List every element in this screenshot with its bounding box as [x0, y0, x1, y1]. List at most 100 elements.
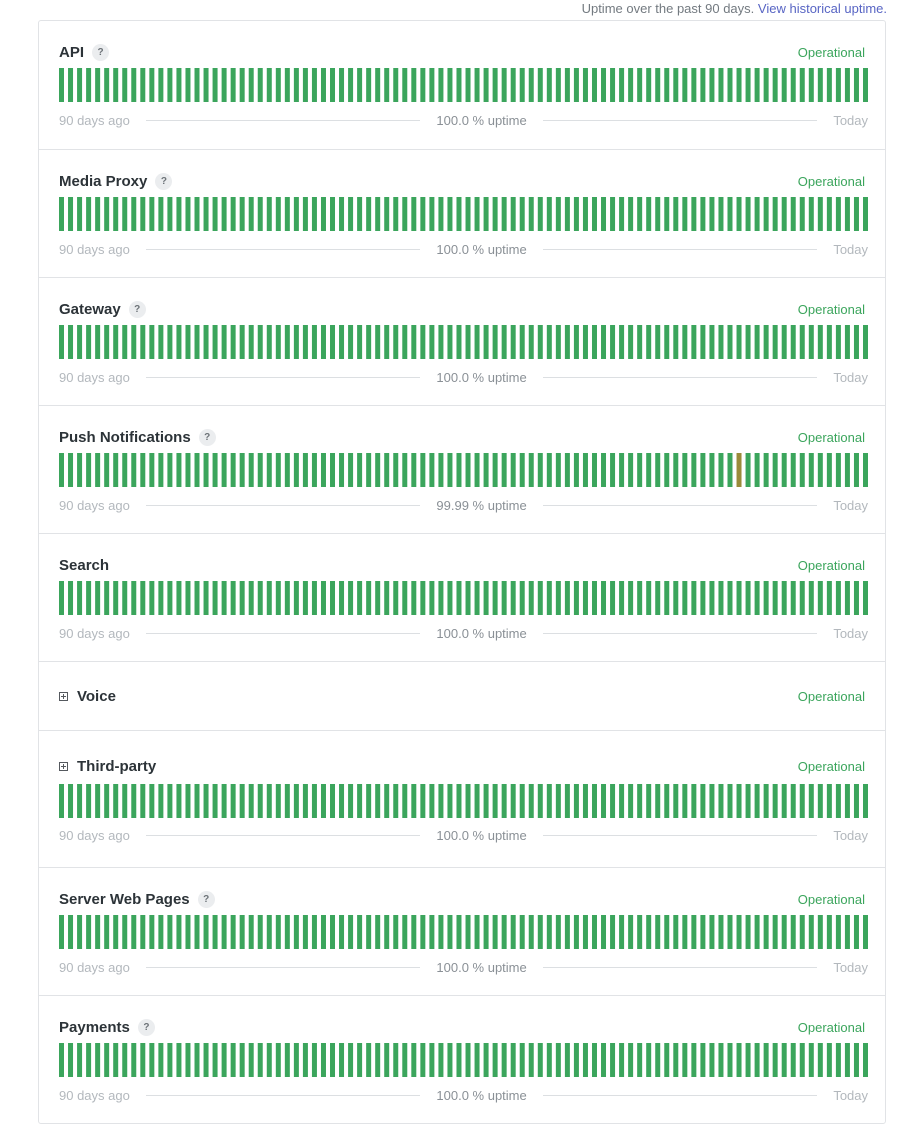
uptime-day-bar[interactable] — [176, 784, 182, 818]
uptime-day-bar[interactable] — [302, 197, 308, 231]
uptime-day-bar[interactable] — [853, 915, 859, 949]
uptime-day-bar[interactable] — [438, 784, 444, 818]
uptime-day-bar[interactable] — [456, 915, 462, 949]
uptime-day-bar[interactable] — [492, 915, 498, 949]
uptime-day-bar[interactable] — [59, 581, 64, 615]
uptime-day-bar[interactable] — [709, 68, 715, 102]
uptime-day-bar[interactable] — [510, 1043, 516, 1077]
uptime-day-bar[interactable] — [510, 784, 516, 818]
uptime-day-bar[interactable] — [320, 915, 326, 949]
uptime-day-bar[interactable] — [555, 68, 561, 102]
uptime-day-bar[interactable] — [691, 453, 697, 487]
uptime-day-bar[interactable] — [537, 915, 543, 949]
uptime-day-bar[interactable] — [221, 915, 227, 949]
uptime-day-bar[interactable] — [113, 581, 119, 615]
uptime-day-bar[interactable] — [564, 1043, 570, 1077]
uptime-day-bar[interactable] — [628, 915, 634, 949]
uptime-day-bar[interactable] — [248, 453, 254, 487]
uptime-day-bar[interactable] — [528, 325, 534, 359]
uptime-day-bar[interactable] — [411, 68, 417, 102]
uptime-day-bar[interactable] — [411, 325, 417, 359]
uptime-day-bar[interactable] — [420, 197, 426, 231]
uptime-day-bar[interactable] — [745, 784, 751, 818]
uptime-day-bar[interactable] — [673, 453, 679, 487]
uptime-day-bar[interactable] — [628, 197, 634, 231]
uptime-day-bar[interactable] — [808, 784, 814, 818]
uptime-day-bar[interactable] — [293, 197, 299, 231]
uptime-day-bar[interactable] — [682, 784, 688, 818]
uptime-day-bar[interactable] — [131, 784, 137, 818]
uptime-day-bar[interactable] — [664, 453, 670, 487]
uptime-day-bar[interactable] — [754, 915, 760, 949]
uptime-day-bar[interactable] — [438, 325, 444, 359]
uptime-day-bar[interactable] — [474, 784, 480, 818]
uptime-day-bar[interactable] — [402, 197, 408, 231]
view-historical-uptime-link[interactable]: View historical uptime. — [757, 1, 887, 16]
uptime-day-bar[interactable] — [230, 197, 236, 231]
uptime-day-bar[interactable] — [330, 784, 336, 818]
uptime-day-bar[interactable] — [203, 784, 209, 818]
uptime-day-bar[interactable] — [239, 68, 245, 102]
uptime-day-bar[interactable] — [799, 784, 805, 818]
uptime-day-bar[interactable] — [763, 1043, 769, 1077]
uptime-day-bar[interactable] — [230, 915, 236, 949]
uptime-day-bar[interactable] — [438, 453, 444, 487]
uptime-day-bar[interactable] — [591, 68, 597, 102]
uptime-day-bar[interactable] — [447, 915, 453, 949]
uptime-day-bar[interactable] — [835, 1043, 841, 1077]
uptime-day-bar[interactable] — [835, 68, 841, 102]
uptime-day-bar[interactable] — [691, 915, 697, 949]
uptime-day-bar[interactable] — [664, 915, 670, 949]
uptime-day-bar[interactable] — [700, 325, 706, 359]
uptime-day-bar[interactable] — [483, 1043, 489, 1077]
uptime-day-bar[interactable] — [610, 453, 616, 487]
uptime-day-bar[interactable] — [754, 453, 760, 487]
uptime-day-bar[interactable] — [257, 197, 263, 231]
uptime-day-bar[interactable] — [248, 784, 254, 818]
uptime-day-bar[interactable] — [185, 581, 191, 615]
uptime-day-bar[interactable] — [203, 915, 209, 949]
uptime-day-bar[interactable] — [781, 784, 787, 818]
uptime-day-bar[interactable] — [501, 453, 507, 487]
uptime-day-bar[interactable] — [339, 915, 345, 949]
uptime-day-bar[interactable] — [194, 325, 200, 359]
uptime-day-bar[interactable] — [555, 784, 561, 818]
uptime-day-bar[interactable] — [140, 915, 146, 949]
uptime-day-bar[interactable] — [501, 581, 507, 615]
uptime-day-bar[interactable] — [77, 453, 83, 487]
uptime-day-bar[interactable] — [167, 581, 173, 615]
uptime-day-bar[interactable] — [736, 68, 742, 102]
uptime-day-bar[interactable] — [709, 1043, 715, 1077]
uptime-day-bar[interactable] — [140, 325, 146, 359]
uptime-day-bar[interactable] — [230, 325, 236, 359]
uptime-day-bar[interactable] — [311, 197, 317, 231]
uptime-day-bar[interactable] — [863, 784, 868, 818]
uptime-day-bar[interactable] — [700, 581, 706, 615]
uptime-day-bar[interactable] — [492, 1043, 498, 1077]
uptime-day-bar[interactable] — [348, 1043, 354, 1077]
uptime-day-bar[interactable] — [601, 784, 607, 818]
uptime-day-bar[interactable] — [546, 1043, 552, 1077]
uptime-day-bar[interactable] — [411, 453, 417, 487]
uptime-day-bar[interactable] — [564, 915, 570, 949]
uptime-day-bar[interactable] — [573, 197, 579, 231]
uptime-day-bar[interactable] — [293, 68, 299, 102]
uptime-day-bar[interactable] — [393, 915, 399, 949]
uptime-day-bar[interactable] — [718, 581, 724, 615]
uptime-day-bar[interactable] — [402, 325, 408, 359]
uptime-day-bar[interactable] — [77, 915, 83, 949]
uptime-day-bar[interactable] — [673, 68, 679, 102]
uptime-day-bar[interactable] — [456, 581, 462, 615]
uptime-day-bar[interactable] — [113, 197, 119, 231]
uptime-day-bar[interactable] — [456, 68, 462, 102]
uptime-day-bar[interactable] — [619, 784, 625, 818]
uptime-day-bar[interactable] — [510, 915, 516, 949]
uptime-day-bar[interactable] — [781, 325, 787, 359]
uptime-day-bar[interactable] — [149, 1043, 155, 1077]
uptime-day-bar[interactable] — [790, 1043, 796, 1077]
uptime-day-bar[interactable] — [366, 197, 372, 231]
uptime-day-bar[interactable] — [619, 581, 625, 615]
uptime-day-bar[interactable] — [619, 1043, 625, 1077]
uptime-day-bar[interactable] — [826, 915, 832, 949]
uptime-day-bar[interactable] — [393, 325, 399, 359]
